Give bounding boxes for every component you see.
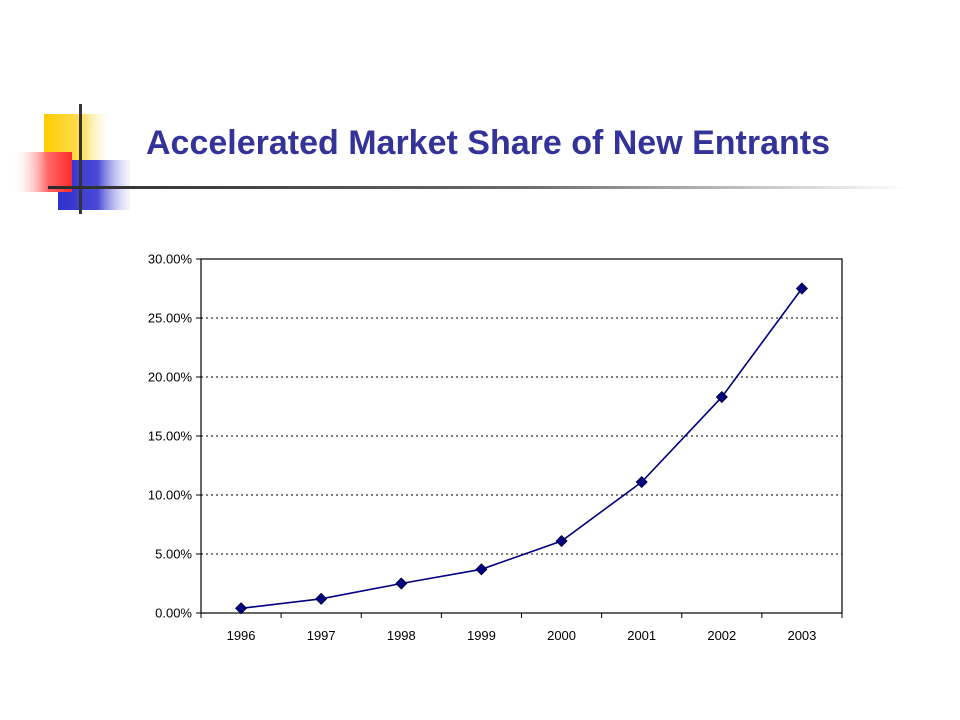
vertical-rule	[79, 104, 82, 214]
y-tick-label: 10.00%	[148, 488, 193, 503]
data-point-marker	[395, 577, 408, 590]
y-tick-label: 30.00%	[148, 252, 193, 267]
x-tick-label: 2001	[627, 628, 656, 643]
y-axis-ticks: 0.00% 5.00% 10.00% 15.00% 20.00% 25.00% 30.00%	[148, 252, 201, 621]
x-tick-label: 1997	[307, 628, 336, 643]
x-tick-label: 1996	[227, 628, 256, 643]
y-tick-label: 15.00%	[148, 429, 193, 444]
x-tick-label: 2003	[787, 628, 816, 643]
data-point-marker	[475, 563, 488, 576]
y-tick-label: 25.00%	[148, 311, 193, 326]
x-tick-label: 2002	[707, 628, 736, 643]
grid-lines	[201, 317, 842, 555]
slide-decoration	[12, 104, 130, 214]
y-tick-label: 0.00%	[155, 606, 192, 621]
data-point-marker	[234, 602, 248, 615]
x-axis-ticks: 1996 1997 1998 1999 2000 2001 2002 2003	[200, 613, 843, 643]
title-underline	[48, 186, 908, 189]
data-point-marker	[555, 534, 568, 548]
y-tick-label: 20.00%	[148, 370, 193, 385]
data-point-marker	[795, 282, 809, 295]
series-line	[241, 288, 803, 610]
x-tick-label: 1998	[387, 628, 416, 643]
x-tick-label: 1999	[467, 628, 496, 643]
data-point-marker	[715, 390, 728, 404]
red-square	[12, 152, 72, 192]
x-tick-label: 2000	[547, 628, 576, 643]
y-tick-label: 5.00%	[155, 547, 192, 562]
data-point-marker	[635, 475, 648, 489]
data-point-marker	[315, 592, 328, 605]
slide-title: Accelerated Market Share of New Entrants	[146, 124, 831, 162]
data-series	[234, 282, 809, 615]
